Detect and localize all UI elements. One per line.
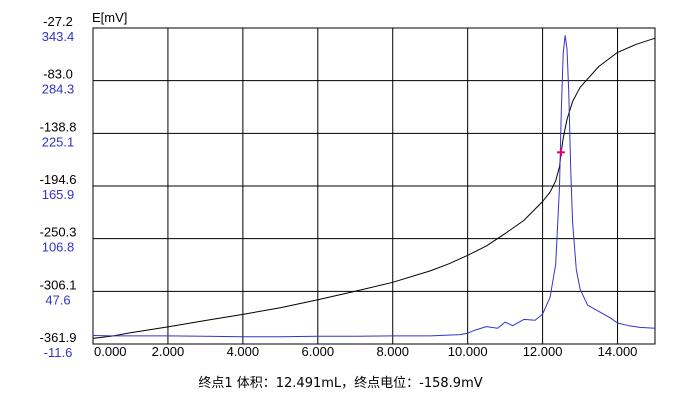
y-tick-label-potential: -194.6: [40, 172, 77, 187]
y-tick-label-derivative: -11.6: [44, 345, 73, 360]
y-tick-label-potential: -306.1: [40, 277, 77, 292]
y-tick-label-derivative: 106.8: [42, 240, 75, 255]
y-axis-label: E[mV]: [92, 10, 127, 25]
y-tick-label-potential: -138.8: [40, 119, 77, 134]
y-tick-label-potential: -250.3: [40, 225, 77, 240]
y-tick-label-derivative: 165.9: [42, 187, 75, 202]
x-tick-label: 6.000: [302, 344, 335, 359]
x-tick-label: 0.000: [94, 344, 127, 359]
x-tick-label: 10.000: [448, 344, 488, 359]
x-axis-ticks: 0.000 2.000 4.000 6.000 8.000 10.000 12.000 14.…: [94, 344, 637, 359]
derivative-curve: [92, 35, 656, 338]
y-tick-label-potential: -361.9: [40, 330, 77, 345]
endpoint-marker: [556, 148, 565, 157]
y-tick-label-derivative: 343.4: [42, 29, 75, 44]
grid: [92, 27, 656, 345]
endpoint-summary: 终点1 体积：12.491mL，终点电位：-158.9mV: [198, 376, 483, 391]
x-tick-label: 14.000: [598, 344, 638, 359]
x-tick-label: 12.000: [523, 344, 563, 359]
y-tick-label-potential: -27.2: [43, 14, 73, 29]
y-tick-label-potential: -83.0: [43, 67, 73, 82]
x-tick-label: 2.000: [152, 344, 185, 359]
potential-curve: [92, 37, 656, 339]
y-tick-label-derivative: 284.3: [42, 82, 75, 97]
series-lines: [92, 35, 656, 339]
x-tick-label: 4.000: [227, 344, 260, 359]
x-tick-label: 8.000: [376, 344, 409, 359]
y-tick-label-derivative: 225.1: [42, 134, 75, 149]
y-tick-label-derivative: 47.6: [45, 292, 70, 307]
